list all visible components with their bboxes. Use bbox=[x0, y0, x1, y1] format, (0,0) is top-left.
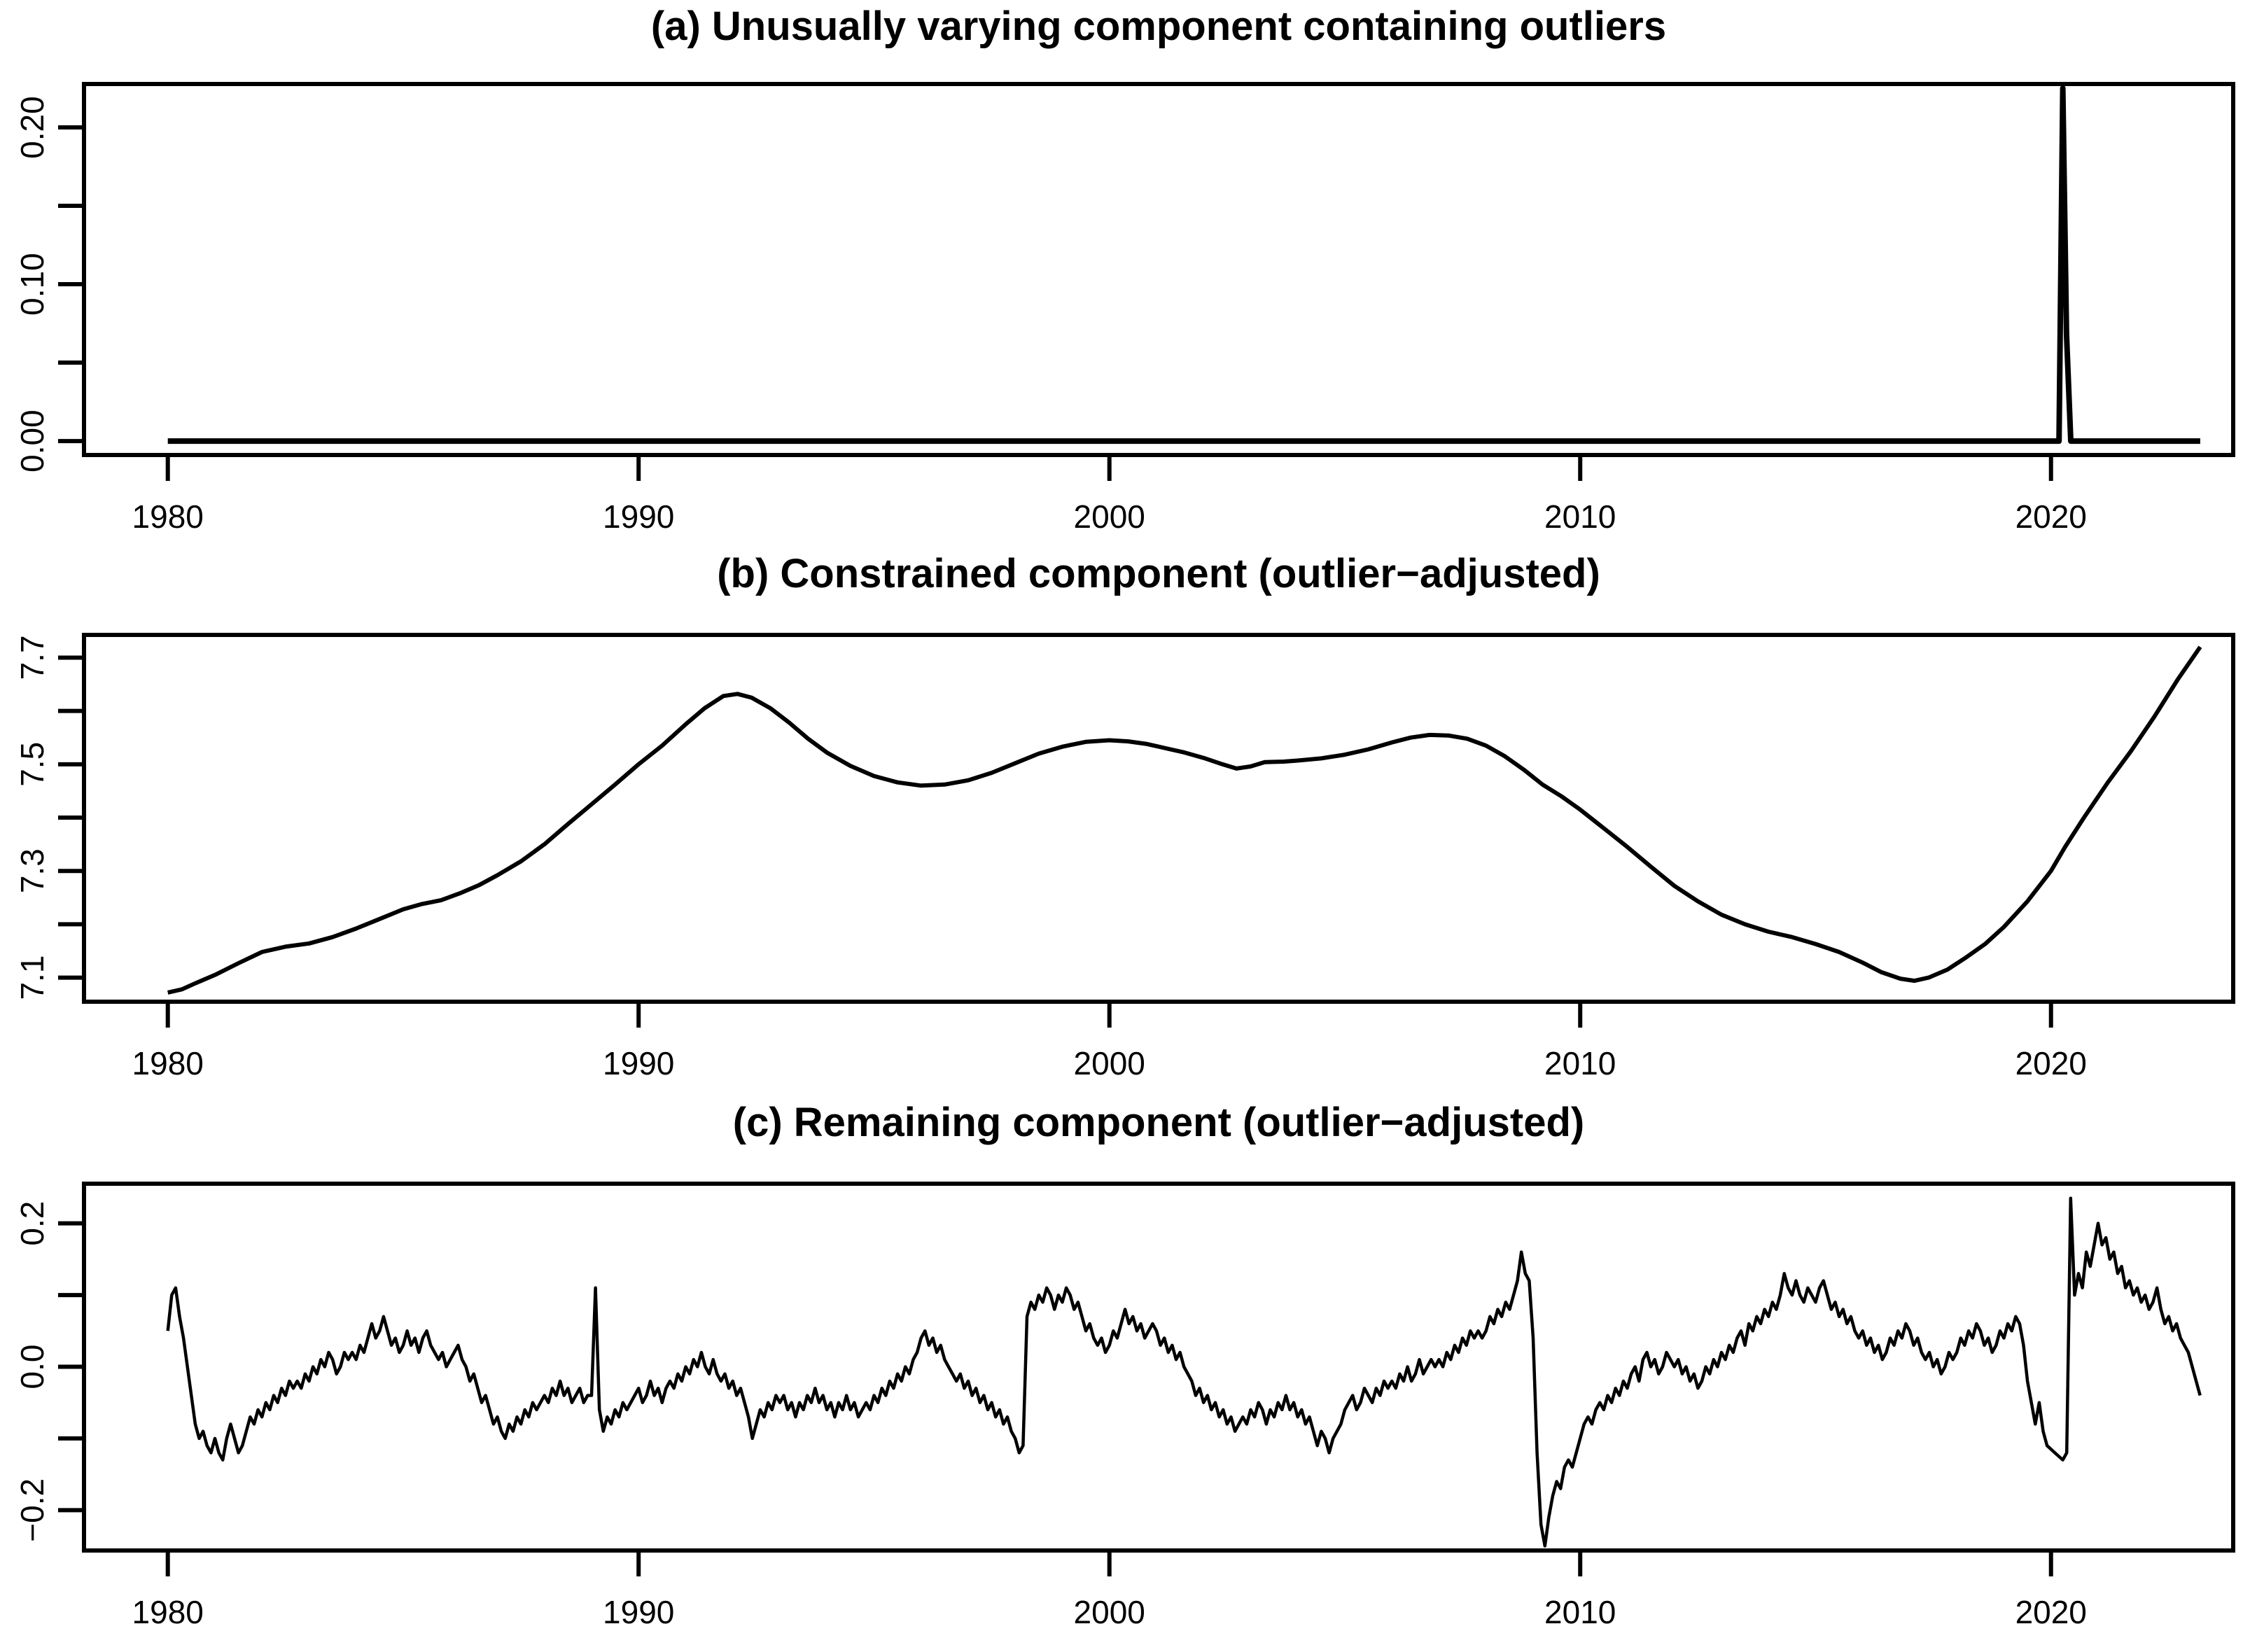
panel-c-y-tick-label: 0.2 bbox=[14, 1201, 50, 1246]
panel-b-x-tick-label: 2020 bbox=[2015, 1045, 2087, 1082]
panel-b-x-tick-label: 1990 bbox=[603, 1045, 674, 1082]
panel-a-x-tick-label: 2000 bbox=[1074, 498, 1145, 535]
panel-b-x-tick-label: 2000 bbox=[1074, 1045, 1145, 1082]
panel-a-x-tick-label: 2020 bbox=[2015, 498, 2087, 535]
panel-b-y-tick-label: 7.5 bbox=[14, 742, 50, 787]
panel-a-title: (a) Unusually varying component containi… bbox=[650, 4, 1667, 49]
panel-b-y-tick-label: 7.1 bbox=[14, 955, 50, 1000]
panel-c-x-tick-label: 1980 bbox=[132, 1594, 204, 1630]
panel-a-series-line bbox=[167, 85, 2200, 444]
panel-b-title: (b) Constrained component (outlier−adjus… bbox=[717, 551, 1600, 596]
panel-a-x-tick-label: 1980 bbox=[132, 498, 204, 535]
panel-a-y-tick-label: 0.00 bbox=[14, 410, 50, 472]
panel-b-x-tick-label: 1980 bbox=[132, 1045, 204, 1082]
panel-b-x-tick-label: 2010 bbox=[1544, 1045, 1616, 1082]
panel-a-x-tick-label: 2010 bbox=[1544, 498, 1616, 535]
panel-c-x-tick-label: 2000 bbox=[1074, 1594, 1145, 1630]
panel-b-box bbox=[82, 633, 2235, 1004]
panel-c-x-tick-label: 2010 bbox=[1544, 1594, 1616, 1630]
panel-c-y-tick-label: −0.2 bbox=[14, 1478, 50, 1542]
panel-c-title: (c) Remaining component (outlier−adjuste… bbox=[732, 1100, 1585, 1145]
panel-b-y-tick-label: 7.7 bbox=[14, 635, 50, 680]
panel-b-y-tick-label: 7.3 bbox=[14, 848, 50, 893]
panel-c-box bbox=[82, 1182, 2235, 1553]
panel-a-x-tick-label: 1990 bbox=[603, 498, 674, 535]
panel-c-series-line bbox=[166, 1196, 2202, 1548]
panel-a-y-tick-label: 0.10 bbox=[14, 253, 50, 316]
panel-c-x-tick-label: 1990 bbox=[603, 1594, 674, 1630]
panel-a-y-tick-label: 0.20 bbox=[14, 96, 50, 159]
panel-c-x-tick-label: 2020 bbox=[2015, 1594, 2087, 1630]
panel-b-series-line bbox=[167, 645, 2202, 995]
panel-a-box bbox=[82, 82, 2235, 457]
panel-c-y-tick-label: 0.0 bbox=[14, 1345, 50, 1390]
